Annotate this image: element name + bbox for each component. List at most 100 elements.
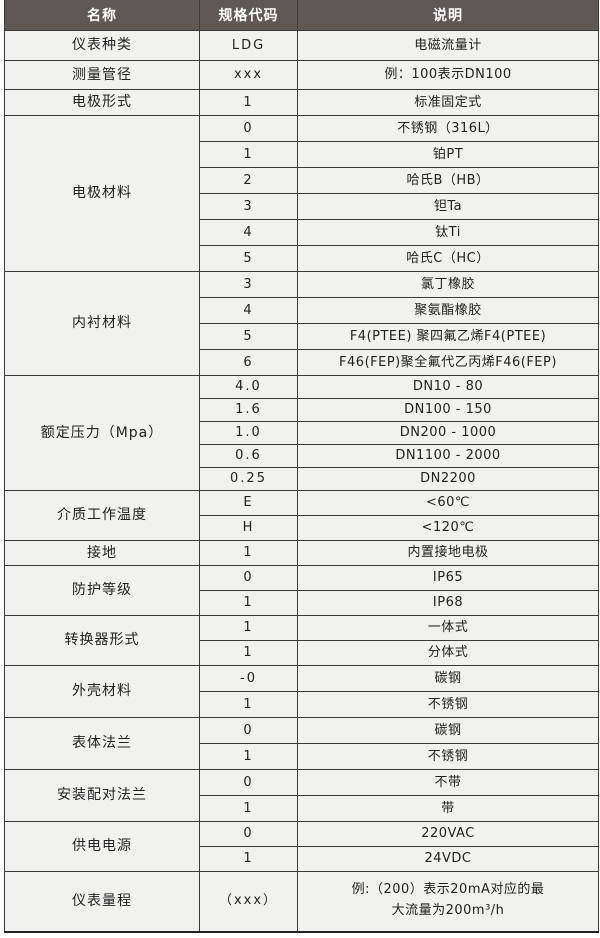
spec-code: 1 xyxy=(199,540,298,566)
spec-code: 1 xyxy=(199,691,298,718)
table-row: 供电电源 0 220VAC xyxy=(4,821,599,872)
spec-description: F4(PTEE) 聚四氟乙烯F4(PTEE) xyxy=(297,323,599,350)
spec-code: H xyxy=(199,515,298,541)
spec-code: 1 xyxy=(199,590,298,616)
spec-description: 一体式 xyxy=(297,615,599,641)
spec-code: 1.6 xyxy=(199,398,298,422)
table-row: 3 钽Ta xyxy=(5,193,599,220)
spec-code: （xxx） xyxy=(199,871,298,933)
spec-code: 0 xyxy=(199,821,298,847)
param-name: 电极材料 xyxy=(4,115,200,272)
spec-table-body: 仪表种类 LDG 电磁流量计 测量管径 xxx 例：100表示DN100 电极形式 1 标准固定… xyxy=(4,30,599,933)
param-name: 表体法兰 xyxy=(4,717,200,770)
table-row: 内衬材料 3 氯丁橡胶 xyxy=(4,271,599,376)
table-row: 4 钛Ti xyxy=(5,219,599,246)
spec-code: 0 xyxy=(199,115,298,142)
spec-code: 0 xyxy=(199,565,298,591)
spec-description: 哈氏C（HC） xyxy=(297,245,599,272)
spec-code: E xyxy=(199,490,298,516)
spec-description: DN200 - 1000 xyxy=(297,421,599,445)
table-row: 0.25 DN2200 xyxy=(5,467,599,491)
spec-code: 0.25 xyxy=(199,467,298,491)
spec-code: 0 xyxy=(199,769,298,796)
spec-description: DN1100 - 2000 xyxy=(297,444,599,468)
spec-description: 标准固定式 xyxy=(297,89,599,116)
spec-code: 0.6 xyxy=(199,444,298,468)
table-row: 转换器形式 1 一体式 xyxy=(4,615,599,666)
spec-description: DN2200 xyxy=(297,467,599,491)
table-row: 2 哈氏B（HB） xyxy=(5,167,599,194)
table-row: 1 24VDC xyxy=(5,846,599,872)
spec-description: 钽Ta xyxy=(297,193,599,220)
param-name: 安装配对法兰 xyxy=(4,769,200,822)
spec-code: 3 xyxy=(199,193,298,220)
spec-code: 1.0 xyxy=(199,421,298,445)
table-row: 1.0 DN200 - 1000 xyxy=(5,421,599,445)
table-row: 1 不锈钢 xyxy=(5,743,599,770)
spec-code: 2 xyxy=(199,167,298,194)
spec-description: 220VAC xyxy=(297,821,599,847)
param-name: 仪表种类 xyxy=(4,30,200,61)
table-row: 1 分体式 xyxy=(5,640,599,666)
spec-code: 1 xyxy=(199,743,298,770)
param-name: 介质工作温度 xyxy=(4,490,200,541)
spec-code: 0 xyxy=(199,717,298,744)
spec-description: 带 xyxy=(297,795,599,822)
spec-description: 不带 xyxy=(297,769,599,796)
param-name: 供电电源 xyxy=(4,821,200,872)
param-name: 额定压力（Mpa） xyxy=(4,375,200,491)
spec-table: 名称 规格代码 说明 仪表种类 LDG 电磁流量计 测量管径 xxx 例：100表示DN1… xyxy=(4,0,599,933)
header-row: 名称 规格代码 说明 xyxy=(4,0,599,31)
spec-code: 4.0 xyxy=(199,375,298,399)
spec-code: 5 xyxy=(199,245,298,272)
spec-code: 1 xyxy=(199,846,298,872)
spec-code: 6 xyxy=(199,349,298,376)
spec-code: 1 xyxy=(199,795,298,822)
param-name: 测量管径 xyxy=(4,60,200,90)
spec-code: 3 xyxy=(199,271,298,298)
param-name: 防护等级 xyxy=(4,565,200,616)
spec-code: 1 xyxy=(199,141,298,168)
spec-table-container: 名称 规格代码 说明 仪表种类 LDG 电磁流量计 测量管径 xxx 例：100表示DN1… xyxy=(4,0,599,933)
header-name: 名称 xyxy=(4,0,200,31)
spec-description: IP68 xyxy=(297,590,599,616)
table-row: 5 F4(PTEE) 聚四氟乙烯F4(PTEE) xyxy=(5,323,599,350)
table-row: 仪表种类 LDG 电磁流量计 xyxy=(4,30,599,61)
table-row: 介质工作温度 E <60℃ xyxy=(4,490,599,541)
spec-code: xxx xyxy=(199,60,298,90)
table-row: 6 F46(FEP)聚全氟代乙丙烯F46(FEP) xyxy=(5,349,599,376)
table-row: 1 IP68 xyxy=(5,590,599,616)
table-row: 0.6 DN1100 - 2000 xyxy=(5,444,599,468)
table-row: 防护等级 0 IP65 xyxy=(4,565,599,616)
table-row: 测量管径 xxx 例：100表示DN100 xyxy=(4,60,599,90)
spec-description: 例:（200）表示20mA对应的最大流量为200m³/h xyxy=(297,871,599,933)
spec-description: 24VDC xyxy=(297,846,599,872)
param-name: 接地 xyxy=(4,540,200,566)
spec-code: LDG xyxy=(199,30,298,61)
table-row: 仪表量程 （xxx） 例:（200）表示20mA对应的最大流量为200m³/h xyxy=(4,871,599,933)
param-name: 外壳材料 xyxy=(4,665,200,718)
table-row: 电极形式 1 标准固定式 xyxy=(4,89,599,116)
spec-description: <60℃ xyxy=(297,490,599,516)
spec-description: 不锈钢 xyxy=(297,743,599,770)
param-name: 仪表量程 xyxy=(4,871,200,933)
table-row: 安装配对法兰 0 不带 xyxy=(4,769,599,822)
spec-description: 电磁流量计 xyxy=(297,30,599,61)
spec-description: 哈氏B（HB） xyxy=(297,167,599,194)
spec-code: 4 xyxy=(199,297,298,324)
table-row: 4 聚氨酯橡胶 xyxy=(5,297,599,324)
table-row: 额定压力（Mpa） 4.0 DN10 - 80 xyxy=(4,375,599,491)
spec-code: 1 xyxy=(199,615,298,641)
param-name: 转换器形式 xyxy=(4,615,200,666)
table-row: 外壳材料 -0 碳钢 xyxy=(4,665,599,718)
spec-description: 钛Ti xyxy=(297,219,599,246)
spec-description: <120℃ xyxy=(297,515,599,541)
param-name: 电极形式 xyxy=(4,89,200,116)
table-row: 接地 1 内置接地电极 xyxy=(4,540,599,566)
param-name: 内衬材料 xyxy=(4,271,200,376)
spec-description: 内置接地电极 xyxy=(297,540,599,566)
spec-description: IP65 xyxy=(297,565,599,591)
spec-description: 碳钢 xyxy=(297,665,599,692)
table-row: 表体法兰 0 碳钢 xyxy=(4,717,599,770)
spec-description: DN100 - 150 xyxy=(297,398,599,422)
